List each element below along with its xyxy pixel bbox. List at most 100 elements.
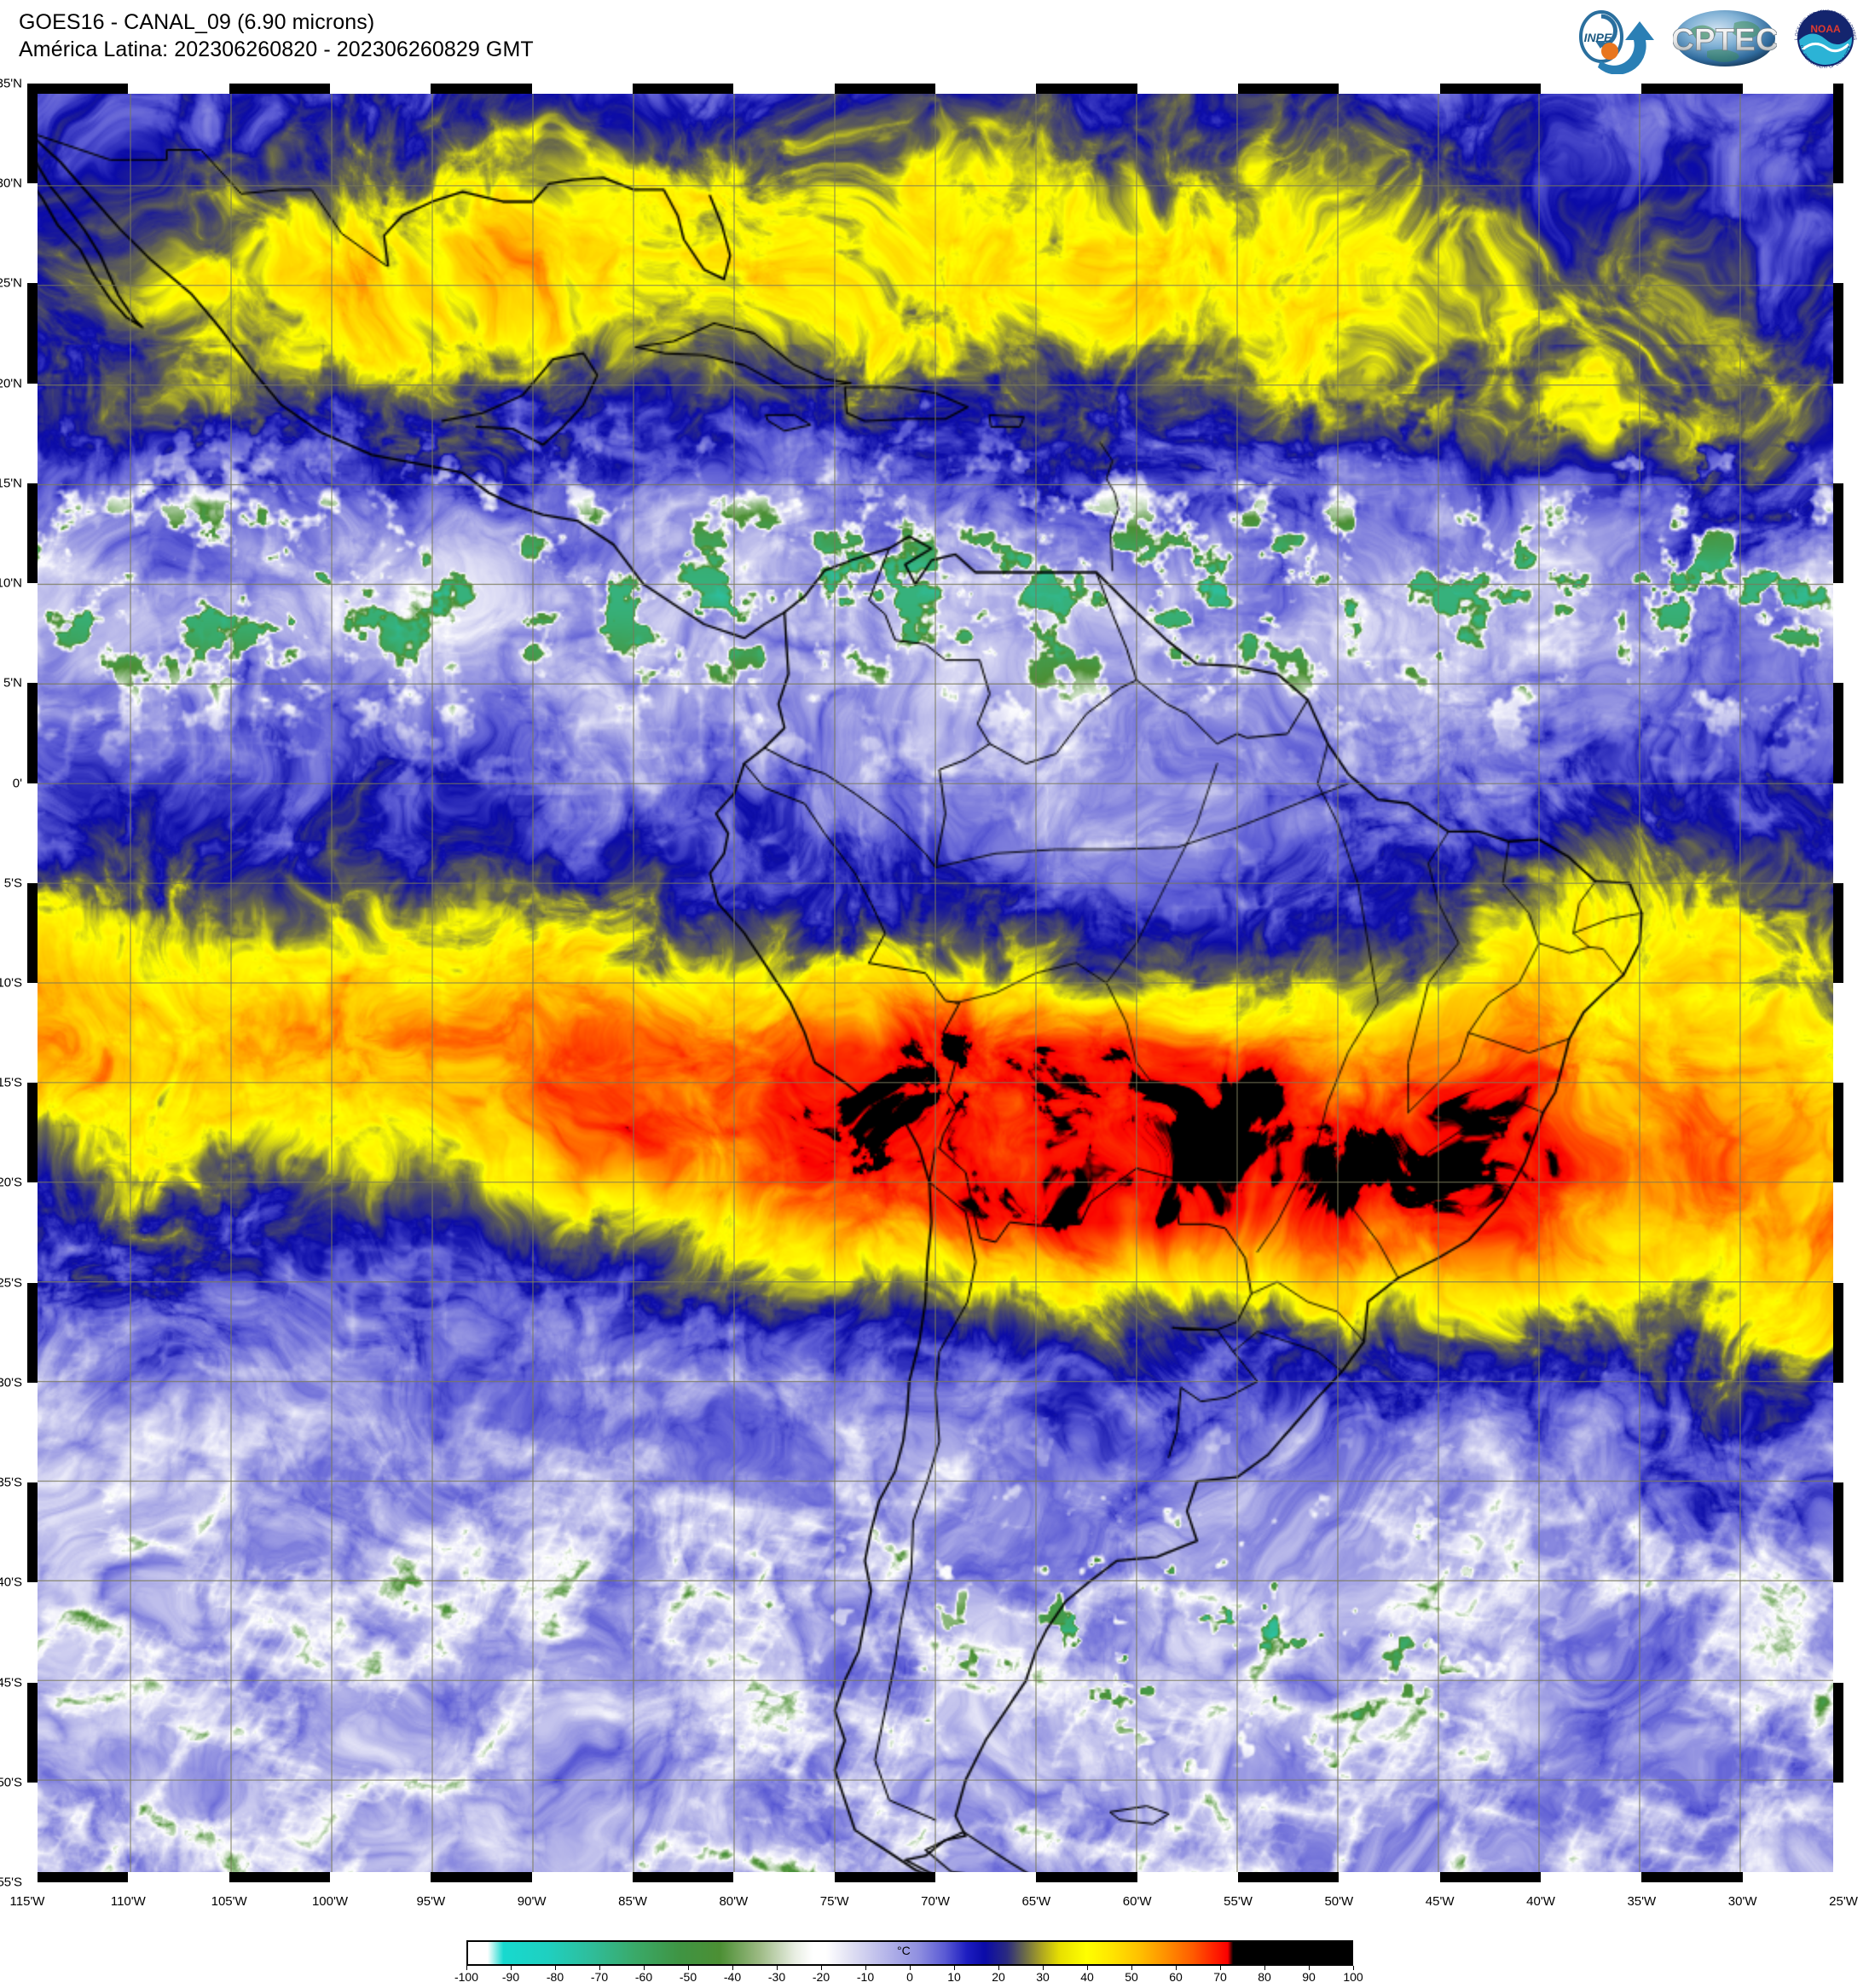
longitude-tick-label: 50'W (1324, 1894, 1354, 1909)
latitude-tick-label: 25'S (0, 1275, 22, 1291)
colorbar-tick-label: 0 (906, 1970, 913, 1984)
axis-tick-segment (1833, 683, 1843, 783)
longitude-tick-label: 90'W (517, 1894, 547, 1909)
longitude-tick-label: 100'W (311, 1894, 349, 1909)
latitude-tick-label: 20'S (0, 1175, 22, 1190)
latitude-tick-label: 0' (12, 776, 22, 791)
axis-tick-segment (1833, 1282, 1843, 1383)
longitude-tick-label: 60'W (1122, 1894, 1152, 1909)
noaa-logo: NATIONAL OCEANIC AND ATMOSPHERIC ADMINIS… (1787, 0, 1862, 75)
colorbar-tick (1043, 1966, 1044, 1970)
colorbar-units-label: °C (897, 1944, 911, 1957)
logo-group: INPE (1572, 0, 1862, 75)
longitude-tick-label: 55'W (1224, 1894, 1253, 1909)
latitude-tick-label: 15'S (0, 1075, 22, 1090)
axis-tick-segment (431, 1872, 532, 1882)
colorbar-tick (511, 1966, 512, 1970)
latitude-tick-label: 20'N (0, 376, 22, 391)
colorbar-tick (910, 1966, 911, 1970)
colorbar-tick-label: -80 (546, 1970, 564, 1984)
axis-tick-segment (633, 1872, 734, 1882)
latitude-tick-label: 40'S (0, 1575, 22, 1590)
axis-tick-segment (27, 1083, 38, 1183)
colorbar-tick-label: -70 (590, 1970, 609, 1984)
header-bar: GOES16 - CANAL_09 (6.90 microns) América… (0, 0, 1869, 84)
longitude-tick-label: 110'W (110, 1894, 146, 1909)
axis-tick-segment (27, 1482, 38, 1583)
axis-tick-segment (1833, 483, 1843, 584)
axis-tick-segment (1833, 283, 1843, 384)
longitude-tick-label: 75'W (819, 1894, 849, 1909)
colorbar-tick (821, 1966, 822, 1970)
latitude-tick-label: 10'S (0, 975, 22, 991)
axis-tick-segment (27, 1682, 38, 1783)
latitude-tick-label: 35'S (0, 1475, 22, 1490)
latitude-tick-label: 10'N (0, 575, 22, 591)
latitude-tick-label: 30'N (0, 176, 22, 191)
colorbar-tick (1176, 1966, 1177, 1970)
colorbar-tick (466, 1966, 467, 1970)
colorbar-tick (732, 1966, 733, 1970)
axis-tick-segment (834, 84, 935, 94)
colorbar-tick-label: -100 (454, 1970, 479, 1984)
longitude-tick-label: 35'W (1627, 1894, 1657, 1909)
colorbar-tick-label: -50 (679, 1970, 697, 1984)
colorbar: -100 -90 -80 -70 -60 -50 -40 -30 -20 -10 0 10 20 30 40… (454, 1940, 1363, 1984)
colorbar-tick (555, 1966, 556, 1970)
axis-ticks-right (1833, 84, 1843, 1882)
latitude-tick-label: 5'N (3, 675, 22, 691)
axis-tick-segment (27, 1282, 38, 1383)
inpe-logo: INPE (1572, 3, 1661, 75)
axis-tick-segment (1641, 1872, 1743, 1882)
longitude-tick-label: 115'W (9, 1894, 45, 1909)
longitude-tick-label: 80'W (719, 1894, 749, 1909)
inpe-logo-text: INPE (1584, 31, 1612, 44)
colorbar-tick (1131, 1966, 1132, 1970)
colorbar-tick (954, 1966, 955, 1970)
longitude-tick-label: 65'W (1021, 1894, 1051, 1909)
axis-tick-segment (27, 882, 38, 983)
longitude-tick-label: 45'W (1425, 1894, 1455, 1909)
axis-tick-segment (1238, 84, 1340, 94)
colorbar-tick-label: 20 (992, 1970, 1005, 1984)
latitude-tick-label: 35'N (0, 76, 22, 91)
colorbar-tick-label: 50 (1125, 1970, 1138, 1984)
colorbar-tick-label: 80 (1258, 1970, 1271, 1984)
axis-tick-segment (27, 483, 38, 584)
title-block: GOES16 - CANAL_09 (6.90 microns) América… (19, 9, 534, 63)
axis-tick-segment (834, 1872, 935, 1882)
longitude-tick-label: 70'W (921, 1894, 950, 1909)
colorbar-tick (644, 1966, 645, 1970)
axis-tick-segment (1439, 84, 1541, 94)
latitude-tick-label: 55'S (0, 1875, 22, 1890)
longitude-tick-label: 30'W (1727, 1894, 1757, 1909)
colorbar-tick-label: -20 (812, 1970, 830, 1984)
cptec-logo-text: CPTEC (1673, 22, 1777, 57)
latitude-tick-label: 25'N (0, 275, 22, 291)
colorbar-tick (1087, 1966, 1088, 1970)
cptec-logo: CPTEC (1671, 4, 1779, 72)
colorbar-tick (688, 1966, 689, 1970)
longitude-tick-label: 85'W (618, 1894, 647, 1909)
axis-tick-segment (27, 84, 129, 94)
axis-ticks-bottom (27, 1872, 1843, 1882)
colorbar-tick-label: 60 (1169, 1970, 1183, 1984)
colorbar-tick (998, 1966, 999, 1970)
axis-tick-segment (27, 683, 38, 783)
longitude-tick-label: 105'W (211, 1894, 247, 1909)
axis-tick-segment (229, 84, 330, 94)
axis-tick-segment (229, 1872, 330, 1882)
colorbar-tick-label: 10 (947, 1970, 961, 1984)
axis-tick-segment (27, 1872, 129, 1882)
axis-tick-segment (1439, 1872, 1541, 1882)
axis-tick-segment (1238, 1872, 1340, 1882)
satellite-map[interactable] (27, 84, 1843, 1882)
colorbar-tick (1264, 1966, 1265, 1970)
axis-tick-segment (1036, 84, 1137, 94)
colorbar-tick (599, 1966, 600, 1970)
axis-tick-segment (633, 84, 734, 94)
longitude-tick-label: 25'W (1829, 1894, 1858, 1909)
axis-tick-segment (431, 84, 532, 94)
axis-tick-segment (1833, 882, 1843, 983)
colorbar-tick-label: -40 (723, 1970, 742, 1984)
